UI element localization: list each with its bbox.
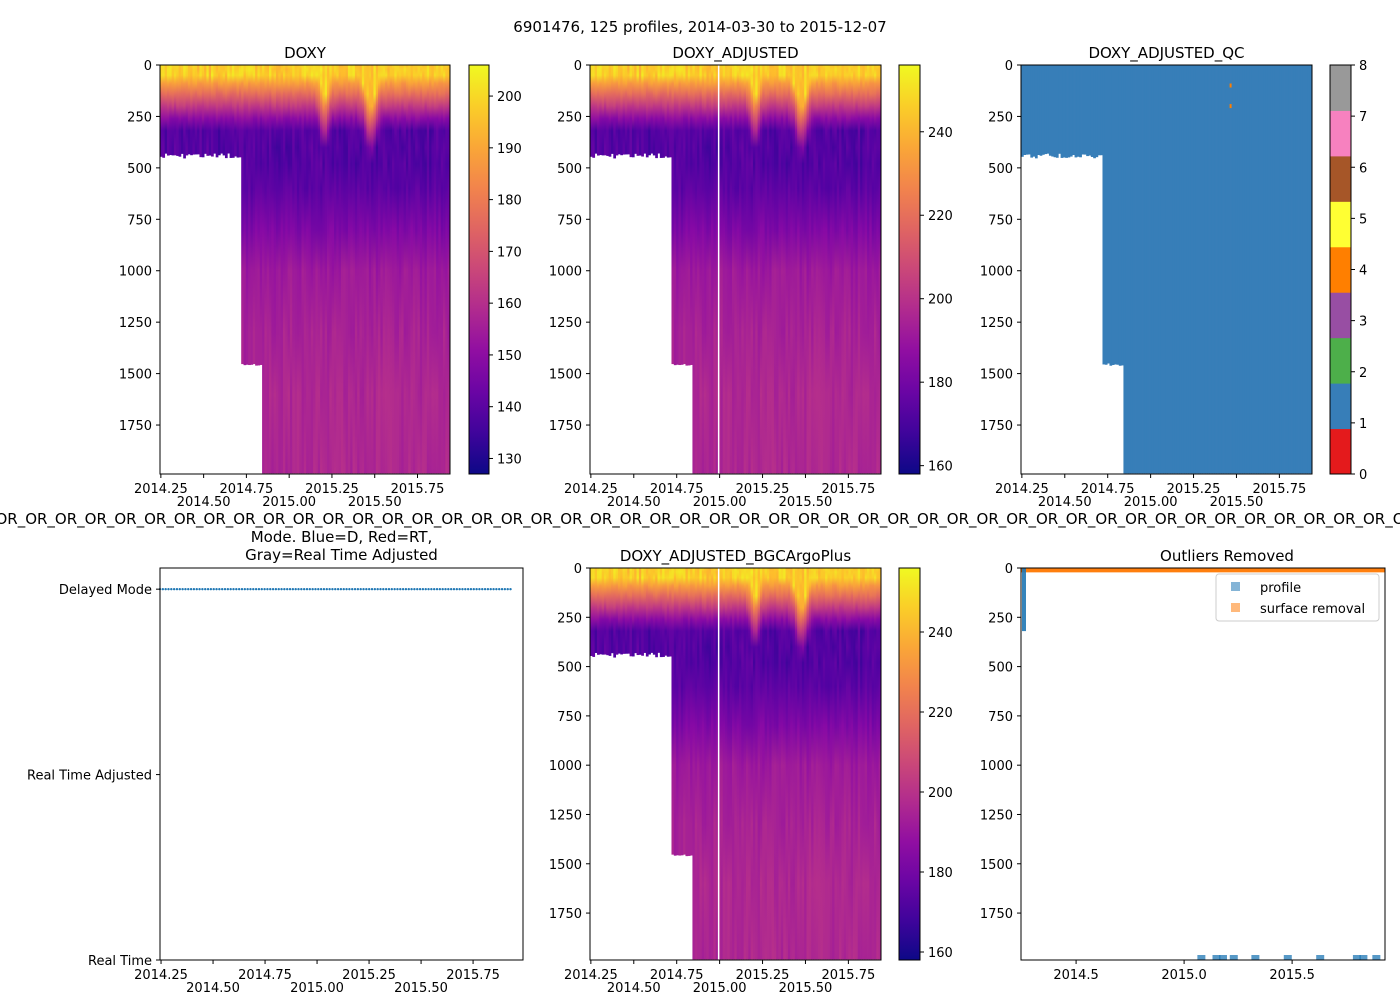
figure-title: 6901476, 125 profiles, 2014-03-30 to 201… (513, 18, 886, 36)
